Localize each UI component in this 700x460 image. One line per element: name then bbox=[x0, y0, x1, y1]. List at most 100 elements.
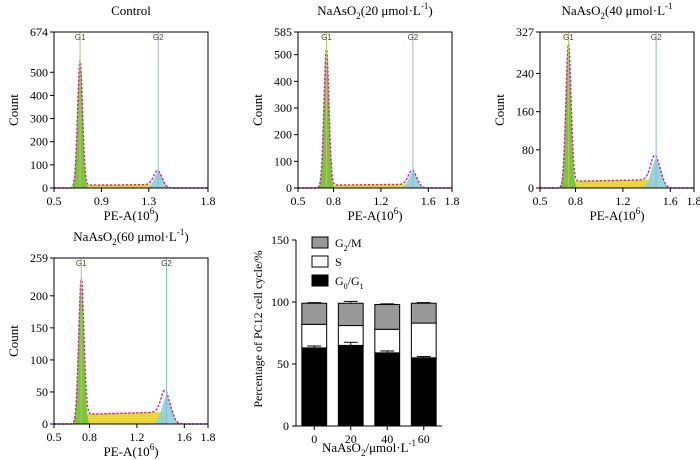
x-tick-label: 40 bbox=[381, 432, 393, 446]
y-tick-label: 200 bbox=[30, 289, 48, 303]
title-superscript: -1 bbox=[177, 227, 185, 237]
x-tick-label: 0.8 bbox=[326, 194, 341, 208]
gate-label-g1: G1 bbox=[563, 33, 574, 42]
xlabel-superscript: -1 bbox=[409, 438, 417, 448]
x-axis-label: PE-A(106) bbox=[347, 206, 402, 223]
gate-label-g2: G2 bbox=[408, 33, 419, 42]
y-axis-label: Count bbox=[492, 94, 507, 126]
bar-segment-s bbox=[410, 322, 437, 359]
y-tick-label: 0 bbox=[286, 181, 292, 195]
s-phase-area bbox=[54, 412, 208, 424]
bar-segment-g0-g1 bbox=[410, 357, 437, 427]
panel-title: NaAsO2(60 μmol·L-1) bbox=[73, 227, 188, 247]
g1-peak-area bbox=[540, 45, 694, 188]
y-tick-label: 200 bbox=[30, 135, 48, 149]
x-tick-label: 0.5 bbox=[291, 194, 306, 208]
title-subscript: 2 bbox=[600, 11, 605, 21]
y-axis-label: Percentage of PC12 cell cycle/% bbox=[251, 250, 265, 407]
x-axis-label: PE-A(106) bbox=[589, 206, 644, 223]
title-tail: (20 μmol·L bbox=[361, 3, 421, 18]
y-tick-label: 400 bbox=[274, 74, 292, 88]
legend-sub: 0 bbox=[344, 282, 348, 291]
y-tick-label: 327 bbox=[516, 25, 534, 39]
s-phase-area bbox=[54, 184, 208, 188]
xlabel-tail: ) bbox=[154, 444, 158, 459]
x-tick-label: 1.6 bbox=[421, 194, 436, 208]
gate-label-g2: G2 bbox=[651, 33, 662, 42]
y-axis-label: Count bbox=[6, 325, 21, 357]
histogram-panel-3: G1 G2 0 80 160 240 327 0.5 0.8 1.2 1.6 1.8 NaAsO2(40… bbox=[492, 1, 700, 223]
title-tail: (60 μmol·L bbox=[117, 229, 177, 244]
x-tick-label: 1.8 bbox=[201, 194, 216, 208]
plot-frame bbox=[297, 31, 453, 189]
x-tick-label: 0.5 bbox=[533, 194, 548, 208]
title-end: ) bbox=[428, 3, 432, 18]
y-tick-label: 240 bbox=[516, 67, 534, 81]
x-tick-label: 0.8 bbox=[568, 194, 583, 208]
bar-segment-s bbox=[374, 328, 401, 354]
title-main: Control bbox=[111, 3, 151, 18]
xlabel-exponent: 6 bbox=[636, 206, 641, 216]
histogram-panel-1: G1 G2 0 100 200 300 400 500 674 0.5 0.9 1.3 1.8 Contr… bbox=[6, 3, 216, 223]
legend-label: G2/M bbox=[335, 236, 362, 253]
xlabel-tail: ) bbox=[398, 208, 402, 223]
xlabel-main: NaAsO bbox=[322, 440, 361, 455]
title-subscript: 2 bbox=[112, 237, 117, 247]
x-axis-label: PE-A(106) bbox=[103, 206, 158, 223]
y-tick-label: 674 bbox=[30, 25, 48, 39]
y-tick-label: 0 bbox=[283, 419, 289, 433]
x-tick-label: 1.8 bbox=[445, 194, 460, 208]
y-tick-label: 100 bbox=[274, 154, 292, 168]
xlabel-exponent: 6 bbox=[394, 206, 399, 216]
g1-peak-area bbox=[54, 279, 208, 424]
x-tick-label: 0.5 bbox=[47, 430, 62, 444]
g2-peak-area bbox=[298, 172, 452, 188]
xlabel-main: PE-A(10 bbox=[103, 444, 149, 459]
x-tick-label: 1.2 bbox=[615, 194, 630, 208]
y-tick-label: 100 bbox=[30, 158, 48, 172]
legend-swatch bbox=[311, 255, 329, 268]
x-tick-label: 1.3 bbox=[141, 194, 156, 208]
x-tick-label: 1.6 bbox=[663, 194, 678, 208]
xlabel-exponent: 6 bbox=[150, 206, 155, 216]
title-subscript: 2 bbox=[356, 11, 361, 21]
y-axis-label: Count bbox=[250, 94, 265, 126]
title-main: NaAsO bbox=[73, 229, 112, 244]
panel-title: NaAsO2(20 μmol·L-1) bbox=[317, 1, 432, 21]
gate-label-g1: G1 bbox=[321, 33, 332, 42]
y-tick-label: 50 bbox=[36, 385, 48, 399]
y-tick-label: 500 bbox=[274, 48, 292, 62]
y-tick-label: 300 bbox=[30, 112, 48, 126]
x-tick-label: 0.5 bbox=[47, 194, 62, 208]
plot-frame bbox=[53, 31, 209, 189]
y-tick-label: 200 bbox=[274, 128, 292, 142]
x-tick-label: 0.8 bbox=[82, 430, 97, 444]
title-tail: (40 μmol·L bbox=[605, 3, 665, 18]
y-tick-label: 0 bbox=[42, 417, 48, 431]
y-tick-label: 80 bbox=[522, 143, 534, 157]
y-tick-label: 500 bbox=[30, 65, 48, 79]
y-tick-label: 150 bbox=[271, 233, 289, 247]
bar-segment-g2-m bbox=[374, 303, 401, 330]
y-tick-label: 300 bbox=[274, 101, 292, 115]
panel-title: Control bbox=[111, 3, 151, 18]
y-tick-label: 160 bbox=[516, 105, 534, 119]
xlabel-main: PE-A(10 bbox=[103, 208, 149, 223]
histogram-panel-2: G1 G2 0 100 200 300 400 500 585 0.5 0.8 1.2 1.6 1.8 Na… bbox=[250, 1, 460, 223]
g2-peak-area bbox=[540, 159, 694, 188]
fit-outline bbox=[540, 43, 694, 189]
x-tick-label: 1.8 bbox=[201, 430, 216, 444]
gate-label-g2: G2 bbox=[161, 259, 172, 268]
x-axis-label: PE-A(106) bbox=[103, 442, 158, 459]
xlabel-tail: ) bbox=[640, 208, 644, 223]
legend-main: S bbox=[335, 255, 342, 269]
x-axis-label: NaAsO2/μmol·L-1 bbox=[322, 438, 416, 458]
xlabel-main: PE-A(10 bbox=[589, 208, 635, 223]
xlabel-tail: ) bbox=[154, 208, 158, 223]
bar-segment-g2-m bbox=[337, 302, 364, 327]
title-superscript: -1 bbox=[665, 1, 673, 11]
legend-slash: /G bbox=[348, 274, 360, 288]
legend-main: G bbox=[335, 274, 344, 288]
